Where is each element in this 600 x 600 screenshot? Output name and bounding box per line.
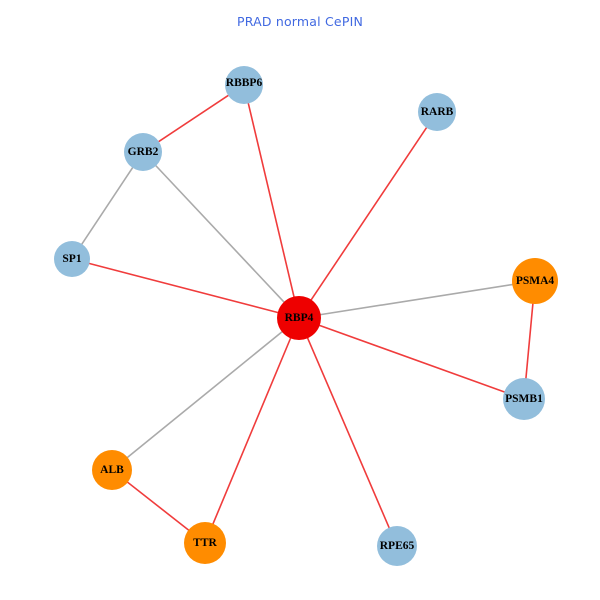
- edge-alb-rbp4[interactable]: [126, 330, 284, 459]
- node-rbp4[interactable]: RBP4: [277, 296, 321, 340]
- node-label-psmb1: PSMB1: [505, 393, 543, 405]
- edge-layer: [80, 94, 534, 532]
- node-label-rpe65: RPE65: [380, 540, 415, 552]
- edge-rbbp6-rbp4[interactable]: [247, 102, 295, 298]
- node-ttr[interactable]: TTR: [184, 522, 226, 564]
- node-circle-rbbp6[interactable]: [225, 66, 263, 104]
- edge-grb2-sp1[interactable]: [80, 166, 134, 246]
- edge-rbbp6-grb2[interactable]: [157, 94, 230, 143]
- edge-psmb1-rbp4[interactable]: [318, 324, 506, 393]
- node-label-ttr: TTR: [193, 537, 217, 549]
- node-circle-rarb[interactable]: [418, 93, 456, 131]
- node-label-alb: ALB: [100, 464, 124, 476]
- node-circle-ttr[interactable]: [184, 522, 226, 564]
- edge-psma4-rbp4[interactable]: [319, 283, 514, 316]
- node-psmb1[interactable]: PSMB1: [503, 378, 545, 420]
- edge-alb-ttr[interactable]: [126, 481, 190, 532]
- node-circle-grb2[interactable]: [124, 133, 162, 171]
- node-grb2[interactable]: GRB2: [124, 133, 162, 171]
- edge-psma4-psmb1[interactable]: [525, 302, 534, 380]
- node-rbbp6[interactable]: RBBP6: [225, 66, 263, 104]
- page-title: PRAD normal CePIN: [236, 14, 364, 29]
- node-circle-rpe65[interactable]: [377, 526, 417, 566]
- node-circle-rbp4[interactable]: [277, 296, 321, 340]
- edge-sp1-rbp4[interactable]: [88, 262, 279, 314]
- node-circle-psmb1[interactable]: [503, 378, 545, 420]
- node-alb[interactable]: ALB: [92, 450, 132, 490]
- node-label-sp1: SP1: [62, 253, 81, 265]
- node-psma4[interactable]: PSMA4: [512, 258, 558, 304]
- edge-grb2-rbp4[interactable]: [154, 164, 286, 304]
- node-label-rarb: RARB: [421, 106, 454, 118]
- node-label-rbp4: RBP4: [285, 312, 314, 324]
- node-layer: RBP4 RBBP6 GRB2 SP1 RARB PSMA4 PSMB1 ALB TTR RPE6…: [54, 66, 558, 566]
- node-label-grb2: GRB2: [128, 146, 159, 158]
- node-sp1[interactable]: SP1: [54, 241, 90, 277]
- edge-ttr-rbp4[interactable]: [211, 337, 292, 525]
- node-circle-sp1[interactable]: [54, 241, 90, 277]
- edge-rarb-rbp4[interactable]: [310, 126, 428, 301]
- edge-rpe65-rbp4[interactable]: [306, 336, 391, 529]
- node-label-rbbp6: RBBP6: [226, 77, 263, 89]
- node-rpe65[interactable]: RPE65: [377, 526, 417, 566]
- node-circle-psma4[interactable]: [512, 258, 558, 304]
- node-rarb[interactable]: RARB: [418, 93, 456, 131]
- node-label-psma4: PSMA4: [516, 275, 555, 287]
- node-circle-alb[interactable]: [92, 450, 132, 490]
